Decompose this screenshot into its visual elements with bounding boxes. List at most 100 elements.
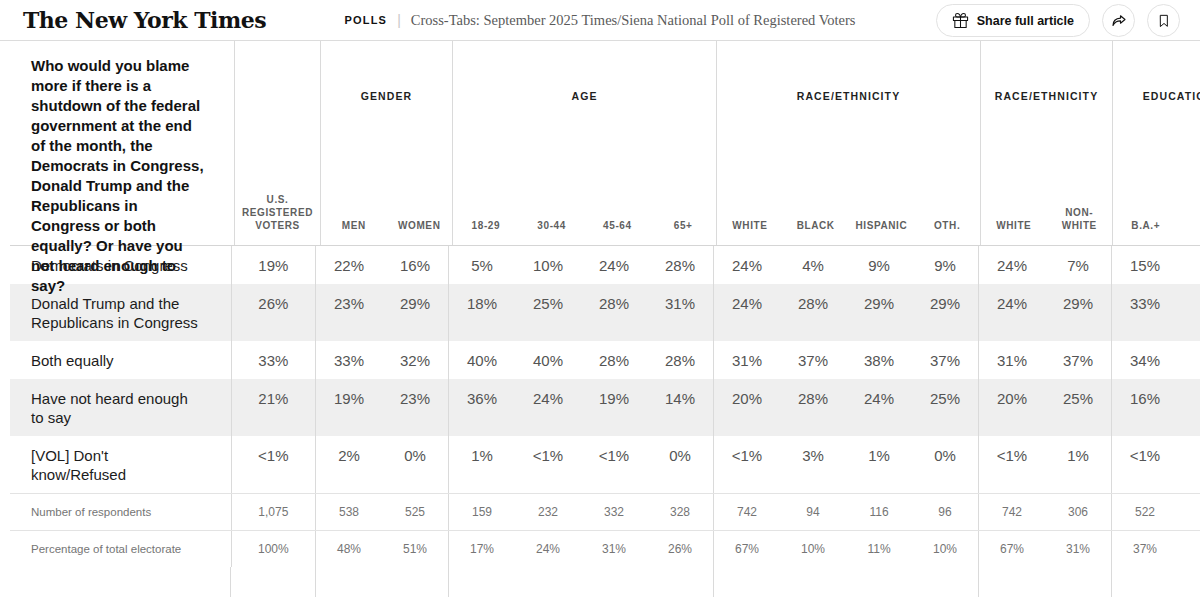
cell-group <box>448 567 713 597</box>
row-label: Donald Trump and the Republicans in Cong… <box>10 284 231 341</box>
table-cell-spacer <box>1178 246 1200 284</box>
crosstab-table: Who would you blame more if there is a s… <box>10 41 1200 597</box>
column-header-non-white: NON-WHITE <box>1047 206 1113 232</box>
table-cell: 38% <box>846 341 912 379</box>
table-cell: 31% <box>714 341 780 379</box>
cell-group: 18%25%28%31% <box>448 284 713 341</box>
cell-group: 17%24%31%26% <box>448 531 713 567</box>
share-button[interactable] <box>1102 4 1135 37</box>
table-cell: 742 <box>979 494 1045 530</box>
table-cell-spacer <box>1178 284 1200 341</box>
cell-group: 67%31% <box>978 531 1111 567</box>
table-cell: 306 <box>1045 494 1111 530</box>
cell-group <box>978 567 1111 597</box>
cell-group: 33%32% <box>315 341 448 379</box>
cell-group: 5%10%24%28% <box>448 246 713 284</box>
column-labels: MENWOMEN <box>321 219 452 245</box>
group-label: EDUCATION <box>1113 90 1200 102</box>
gift-icon <box>952 12 969 29</box>
breadcrumb: POLLS | Cross-Tabs: September 2025 Times… <box>344 12 855 29</box>
table-cell <box>846 567 912 597</box>
column-label: U.S. REGISTERED VOTERS <box>241 193 314 232</box>
cell-group: 34% <box>1111 341 1200 379</box>
table-cell: 17% <box>449 531 515 567</box>
table-cell: 23% <box>382 379 448 436</box>
table-row-3: Have not heard enough to say21%19%23%36%… <box>10 379 1200 436</box>
cell-group: 20%25% <box>978 379 1111 436</box>
nyt-logo[interactable]: The New York Times <box>23 7 266 33</box>
header-actions: Share full article <box>936 4 1180 37</box>
table-cell: 2% <box>316 436 382 493</box>
table-body: Democrats in Congress19%22%16%5%10%24%28… <box>10 246 1200 597</box>
table-cell-spacer <box>1178 567 1200 597</box>
table-cell: 10% <box>515 246 581 284</box>
table-cell: 67% <box>979 531 1045 567</box>
column-header-45-64: 45-64 <box>585 219 651 232</box>
table-cell: 522 <box>1112 494 1178 530</box>
table-cell: <1% <box>581 436 647 493</box>
table-cell <box>581 567 647 597</box>
column-header-18-29: 18-29 <box>453 219 519 232</box>
section-label-polls[interactable]: POLLS <box>344 14 387 26</box>
table-meta-row-0: Number of respondents1,07553852515923233… <box>10 493 1200 530</box>
share-full-article-button[interactable]: Share full article <box>936 4 1090 37</box>
cell-group: <1%3%1%0% <box>713 436 978 493</box>
table-cell: 18% <box>449 284 515 341</box>
cell-group <box>713 567 978 597</box>
table-cell: 16% <box>1112 379 1178 436</box>
table-cell <box>912 567 978 597</box>
cell-group: 67%10%11%10% <box>713 531 978 567</box>
table-cell: 19% <box>581 379 647 436</box>
row-label: Both equally <box>10 341 231 379</box>
cell-group: 2%0% <box>315 436 448 493</box>
cell-group: 538525 <box>315 494 448 530</box>
column-group-race-ethnicity-2: RACE/ETHNICITYWHITEBLACKHISPANICOTH. <box>716 41 980 245</box>
column-group-gender-0: GENDERMENWOMEN <box>320 41 452 245</box>
page: The New York Times POLLS | Cross-Tabs: S… <box>0 0 1200 597</box>
cell-group: 16% <box>1111 379 1200 436</box>
table-cell: 26% <box>647 531 713 567</box>
row-label: [VOL] Don't know/Refused <box>10 436 231 493</box>
table-filler-row <box>10 567 1200 597</box>
table-cell: 1,075 <box>231 494 315 530</box>
table-cell: 10% <box>912 531 978 567</box>
table-header-row: Who would you blame more if there is a s… <box>10 41 1200 246</box>
table-cell: 4% <box>780 246 846 284</box>
cell-group <box>1111 567 1200 597</box>
table-cell: 28% <box>581 341 647 379</box>
table-cell-spacer <box>1178 341 1200 379</box>
column-header-us-registered-voters: U.S. REGISTERED VOTERS <box>234 41 320 245</box>
question-text: Who would you blame more if there is a s… <box>10 41 234 245</box>
cell-group: 1%<1%<1%0% <box>448 436 713 493</box>
table-cell: 7% <box>1045 246 1111 284</box>
column-header-men: MEN <box>321 219 387 232</box>
column-labels: 18-2930-4445-6465+ <box>453 219 716 245</box>
table-row-2: Both equally33%33%32%40%40%28%28%31%37%3… <box>10 341 1200 379</box>
column-header-65: 65+ <box>650 219 716 232</box>
table-cell: 29% <box>382 284 448 341</box>
table-cell <box>1112 567 1178 597</box>
table-cell: 28% <box>647 341 713 379</box>
top-bar: The New York Times POLLS | Cross-Tabs: S… <box>0 0 1200 41</box>
table-cell: 525 <box>382 494 448 530</box>
table-cell <box>515 567 581 597</box>
table-cell: 24% <box>714 284 780 341</box>
cell-group: 24%29% <box>978 284 1111 341</box>
column-header-oth: OTH. <box>914 219 980 232</box>
table-cell: 33% <box>1112 284 1178 341</box>
table-cell-spacer <box>1178 436 1200 493</box>
table-row-0: Democrats in Congress19%22%16%5%10%24%28… <box>10 246 1200 284</box>
cell-group: 7429411696 <box>713 494 978 530</box>
table-cell: <1% <box>515 436 581 493</box>
bookmark-button[interactable] <box>1147 4 1180 37</box>
column-header-hispanic: HISPANIC <box>849 219 915 232</box>
cell-group: 24%4%9%9% <box>713 246 978 284</box>
cell-group: 23%29% <box>315 284 448 341</box>
table-cell <box>979 567 1045 597</box>
table-cell: 48% <box>316 531 382 567</box>
table-cell: 24% <box>714 246 780 284</box>
table-cell: 742 <box>714 494 780 530</box>
table-cell <box>780 567 846 597</box>
table-cell: 116 <box>846 494 912 530</box>
table-cell: 67% <box>714 531 780 567</box>
